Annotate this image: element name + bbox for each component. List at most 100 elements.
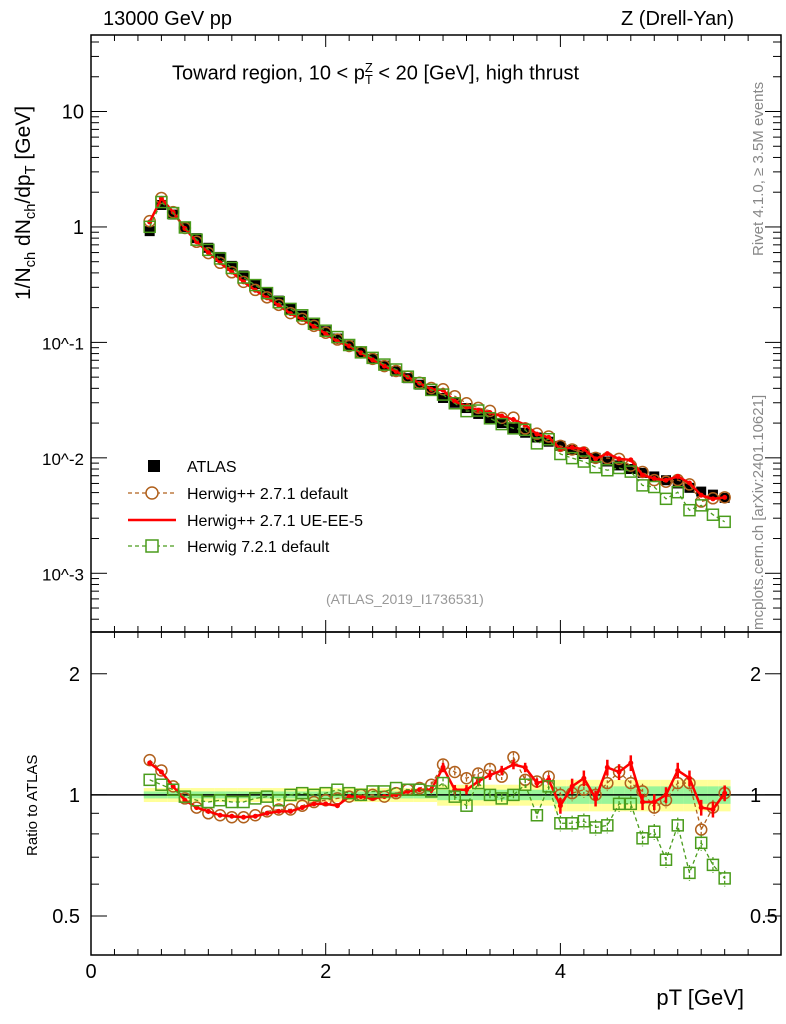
marker-dot <box>499 413 505 419</box>
marker-dot <box>182 225 188 231</box>
marker-dot <box>581 446 587 452</box>
marker-square <box>718 515 731 529</box>
marker-dot <box>311 801 317 807</box>
y-tick-label: 1 <box>73 217 84 239</box>
marker-dot <box>334 803 340 809</box>
atlas-point <box>191 233 202 244</box>
marker-dot <box>593 456 599 462</box>
marker-dot <box>276 302 282 308</box>
marker-square <box>389 363 403 376</box>
marker-dot <box>358 350 364 356</box>
marker-square <box>671 819 684 832</box>
marker-dot <box>510 761 516 767</box>
marker-dot <box>546 434 552 440</box>
legend-label: Herwig++ 2.7.1 UE-EE-5 <box>187 513 363 530</box>
marker-square <box>260 286 274 300</box>
marker-square <box>202 243 215 257</box>
title-sup: Z <box>364 60 373 75</box>
marker-square <box>190 233 203 246</box>
marker-dot <box>346 343 352 349</box>
marker-square <box>694 836 708 850</box>
marker-dot <box>651 475 657 481</box>
marker-dot <box>464 404 470 410</box>
marker-dot <box>675 473 681 479</box>
marker-dot <box>287 808 293 814</box>
marker-square <box>284 302 297 316</box>
ylabel-a: 1/N <box>12 267 35 300</box>
atlas-point <box>520 427 531 438</box>
marker-dot <box>252 813 258 819</box>
ratio-tick-label-right: 0.5 <box>750 906 778 928</box>
atlas-point <box>156 199 167 210</box>
marker-dot <box>370 357 376 363</box>
marker-square <box>542 780 555 793</box>
marker-dot <box>276 808 282 814</box>
marker-dot <box>510 417 516 423</box>
marker-square <box>413 376 426 390</box>
marker-dot <box>722 790 728 796</box>
ratio-tick-label-left: 1 <box>69 785 80 807</box>
marker-square <box>471 404 485 417</box>
marker-dot <box>241 814 247 820</box>
marker-dot <box>264 810 270 816</box>
header-left: 13000 GeV pp <box>103 8 232 30</box>
atlas-point <box>308 318 319 329</box>
title-text-a: Toward region, 10 < p <box>172 62 365 85</box>
marker-dot <box>452 398 458 404</box>
marker-dot <box>499 767 505 773</box>
marker-dot <box>640 799 646 805</box>
marker-circle <box>307 795 321 809</box>
marker-dot <box>534 780 540 786</box>
marker-square <box>166 206 180 220</box>
atlas-point <box>332 333 343 344</box>
marker-square <box>295 309 309 322</box>
atlas-point <box>320 326 331 337</box>
marker-dot <box>393 368 399 374</box>
legend-circle-marker <box>145 486 159 500</box>
legend-atlas-marker <box>148 460 160 472</box>
atlas-point <box>707 489 718 500</box>
marker-square <box>601 819 614 832</box>
atlas-point <box>262 287 273 298</box>
marker-square <box>518 778 532 791</box>
rivet-label: Rivet 4.1.0, ≥ 3.5M events <box>750 81 767 256</box>
marker-square <box>178 221 192 234</box>
marker-square <box>307 317 321 331</box>
marker-square <box>671 485 684 499</box>
marker-dot <box>593 795 599 801</box>
marker-square <box>448 790 462 803</box>
marker-square <box>331 330 344 344</box>
x-tick-label: 2 <box>320 961 331 983</box>
marker-square <box>166 783 180 796</box>
marker-dot <box>710 496 716 502</box>
marker-square <box>225 261 239 275</box>
ylabel-b: ch <box>23 251 40 268</box>
main-series-h271ue <box>147 195 728 502</box>
marker-square <box>659 853 673 866</box>
marker-square <box>249 278 262 292</box>
marker-dot <box>651 799 657 805</box>
marker-square <box>706 508 720 521</box>
marker-circle <box>155 764 168 777</box>
legend-label: Herwig 7.2.1 default <box>187 539 330 556</box>
marker-dot <box>628 457 634 463</box>
marker-dot <box>323 331 329 337</box>
ylabel-e: /dp <box>12 174 35 204</box>
atlas-point <box>614 460 625 471</box>
y-tick-label: 10 <box>62 102 84 124</box>
marker-dot <box>417 787 423 793</box>
marker-dot <box>487 772 493 778</box>
marker-dot <box>698 492 704 498</box>
title-text-b: < 20 [GeV], high thrust <box>372 62 580 85</box>
ylabel-d: ch <box>23 203 40 220</box>
atlas-point <box>602 456 613 467</box>
marker-dot <box>299 805 305 811</box>
marker-square <box>237 271 250 284</box>
marker-square <box>436 776 450 790</box>
marker-dot <box>604 451 610 457</box>
marker-dot <box>686 480 692 486</box>
marker-dot <box>604 764 610 770</box>
marker-dot <box>522 764 528 770</box>
